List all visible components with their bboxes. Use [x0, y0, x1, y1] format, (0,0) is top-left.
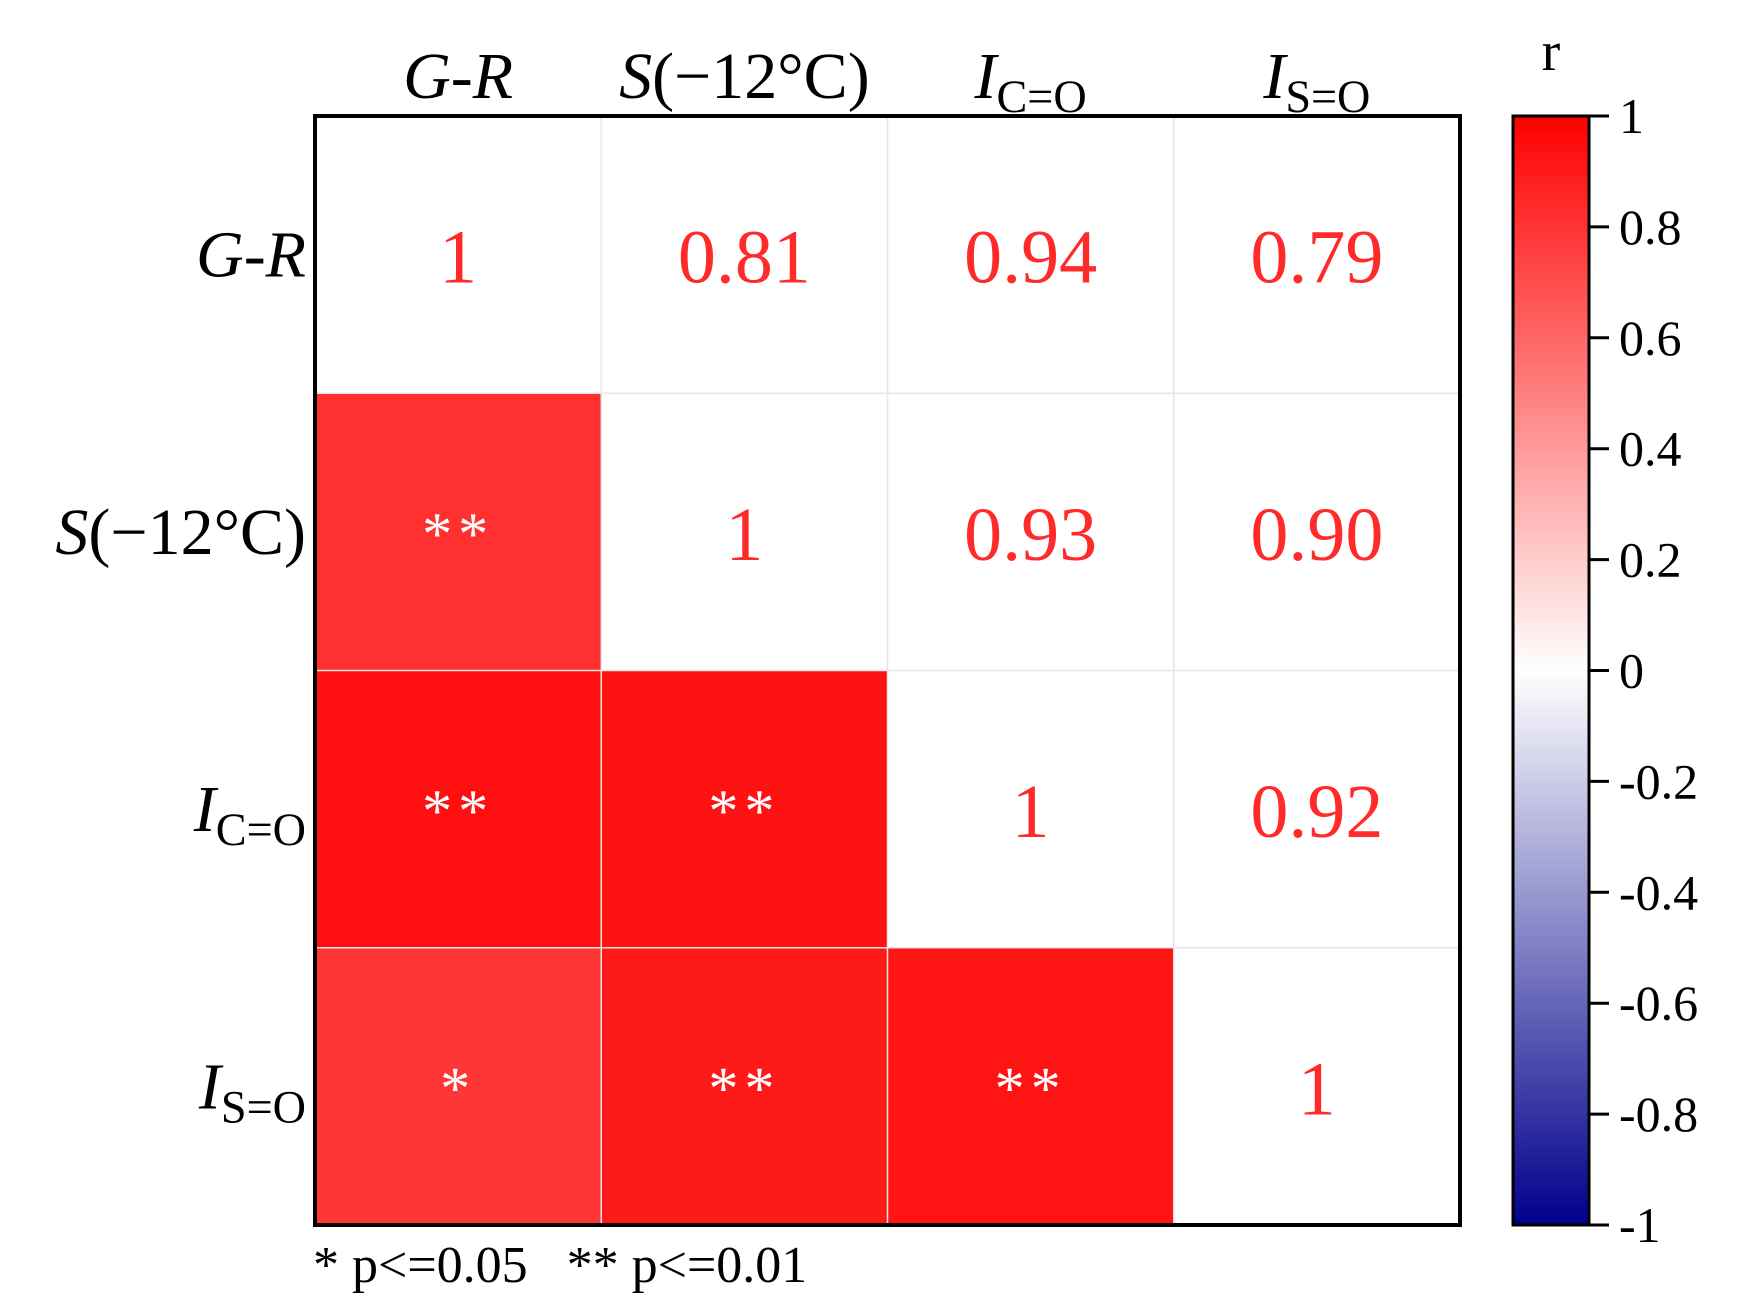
heatmap-cell-2-2 [887, 670, 1175, 949]
column-label-3: IS=O [1262, 40, 1370, 122]
heatmap-cell-0-1 [601, 116, 888, 394]
colorbar-tick-label: -0.2 [1619, 753, 1698, 809]
heatmap-cell-1-2 [887, 393, 1175, 671]
column-label-1: S(−12°C) [619, 40, 870, 113]
colorbar-tick-label: 0.6 [1619, 310, 1682, 366]
heatmap-cell-0-0 [315, 116, 602, 394]
heatmap-cell-3-3 [1173, 947, 1461, 1226]
correlation-value-0-0: 1 [439, 216, 477, 300]
row-label-3: IS=O [198, 1050, 306, 1132]
correlation-value-1-3: 0.90 [1250, 493, 1383, 577]
colorbar-tick-label: -0.6 [1619, 975, 1698, 1031]
colorbar-tick-label: 0.8 [1619, 199, 1682, 255]
significance-mark-2-0: ** [422, 778, 494, 844]
correlation-value-0-3: 0.79 [1250, 216, 1383, 300]
heatmap-cell-3-0 [315, 947, 602, 1226]
significance-footnote: * p<=0.05 ** p<=0.01 [313, 1237, 807, 1294]
column-label-2: IC=O [974, 40, 1087, 122]
correlation-value-0-2: 0.94 [964, 216, 1097, 300]
colorbar [1511, 114, 1591, 1227]
colorbar-tick-label: -0.4 [1619, 864, 1698, 920]
colorbar-tick-label: 1 [1619, 88, 1644, 144]
correlation-value-1-2: 0.93 [964, 493, 1097, 577]
heatmap-cell-3-2 [887, 947, 1175, 1226]
correlation-value-2-2: 1 [1012, 770, 1050, 854]
colorbar-tick-label: 0 [1619, 643, 1644, 699]
colorbar-tick-label: -1 [1619, 1197, 1661, 1253]
column-label-0: G-R [403, 40, 513, 113]
colorbar-tick-label: -0.8 [1619, 1086, 1698, 1142]
row-label-2: IC=O [193, 773, 306, 855]
heatmap-cell-0-3 [1173, 116, 1461, 394]
correlation-value-1-1: 1 [725, 493, 763, 577]
significance-mark-2-1: ** [708, 778, 780, 844]
heatmap-cell-1-0 [315, 393, 602, 671]
correlation-value-0-1: 0.81 [678, 216, 811, 300]
colorbar-tick-label: 0.4 [1619, 421, 1682, 477]
row-label-1: S(−12°C) [55, 496, 306, 569]
heatmap-cell-2-0 [315, 670, 602, 949]
heatmap-cell-2-1 [601, 670, 888, 949]
correlation-value-3-3: 1 [1298, 1047, 1336, 1131]
heatmap-cell-1-3 [1173, 393, 1461, 671]
heatmap-frame [313, 114, 1462, 1227]
heatmap-cell-1-1 [601, 393, 888, 671]
colorbar-tick-label: 0.2 [1619, 532, 1682, 588]
significance-mark-3-0: * [440, 1055, 476, 1121]
row-label-0: G-R [196, 219, 306, 292]
correlation-value-2-3: 0.92 [1250, 770, 1383, 854]
significance-mark-3-2: ** [995, 1055, 1067, 1121]
heatmap-cell-2-3 [1173, 670, 1461, 949]
heatmap-cell-0-2 [887, 116, 1175, 394]
colorbar-title: r [1542, 21, 1561, 83]
significance-mark-1-0: ** [422, 501, 494, 567]
heatmap-cell-3-1 [601, 947, 888, 1226]
significance-mark-3-1: ** [708, 1055, 780, 1121]
